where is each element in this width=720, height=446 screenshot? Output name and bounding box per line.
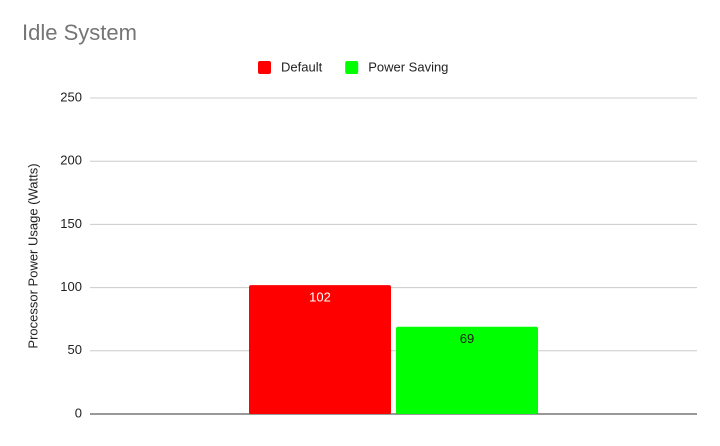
- y-tick-label: 250: [60, 89, 82, 104]
- y-axis-label: Processor Power Usage (Watts): [25, 163, 40, 348]
- legend-swatch: [258, 61, 271, 74]
- y-tick-label: 200: [60, 153, 82, 168]
- data-label: 102: [309, 290, 331, 305]
- data-label: 69: [460, 331, 474, 346]
- legend-label: Power Saving: [368, 59, 448, 74]
- y-tick-label: 50: [68, 342, 82, 357]
- legend-swatch: [345, 61, 359, 74]
- y-tick-label: 0: [75, 405, 82, 420]
- chart-title: Idle System: [22, 20, 137, 45]
- bar: [249, 285, 391, 414]
- bar: [396, 326, 538, 414]
- y-tick-label: 100: [60, 279, 82, 294]
- legend-label: Default: [281, 59, 323, 74]
- y-tick-label: 150: [60, 216, 82, 231]
